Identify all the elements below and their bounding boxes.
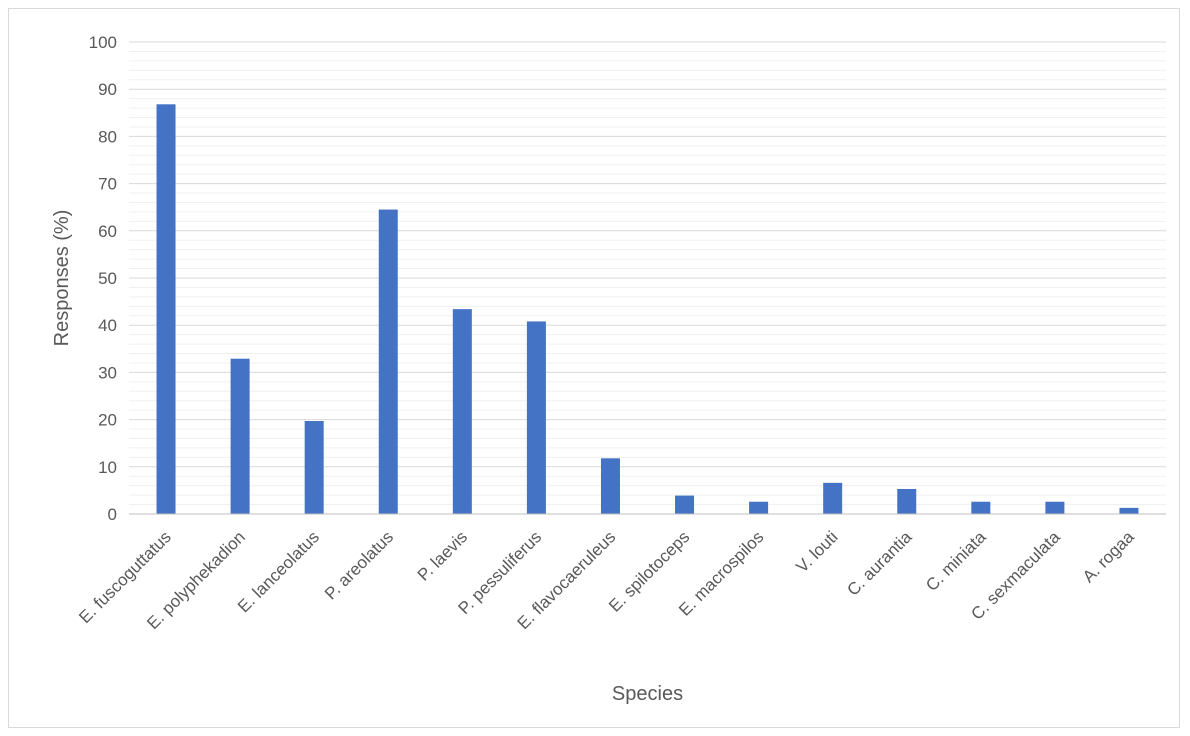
y-tick-label: 70	[98, 175, 117, 194]
x-tick-label: C. miniata	[922, 527, 990, 595]
bar	[1045, 502, 1064, 514]
x-tick-label: C. aurantia	[843, 527, 916, 600]
x-tick-label: P. areolatus	[321, 527, 397, 603]
y-tick-label: 100	[89, 33, 117, 52]
bar	[379, 210, 398, 514]
x-tick-label: V. louti	[792, 527, 841, 576]
bars	[157, 104, 1139, 514]
y-tick-label: 30	[98, 363, 117, 382]
y-tick-label: 40	[98, 316, 117, 335]
bar	[675, 496, 694, 514]
bar	[305, 421, 324, 514]
y-tick-label: 60	[98, 222, 117, 241]
bar	[1119, 508, 1138, 514]
y-tick-label: 0	[108, 505, 117, 524]
major-gridlines	[129, 42, 1166, 467]
bar	[527, 321, 546, 514]
bar	[823, 483, 842, 514]
y-tick-labels: 0 10 20 30 40 50 60 70 80 90 100	[89, 33, 117, 524]
y-tick-label: 10	[98, 458, 117, 477]
x-tick-label: A. rogaa	[1079, 527, 1138, 586]
bar	[453, 309, 472, 514]
bar	[749, 502, 768, 514]
y-tick-label: 90	[98, 80, 117, 99]
y-tick-label: 20	[98, 411, 117, 430]
bar	[601, 458, 620, 514]
y-tick-label: 50	[98, 269, 117, 288]
y-axis-title: Responses (%)	[51, 210, 73, 347]
bar	[157, 104, 176, 514]
bar	[231, 359, 250, 514]
x-tick-label: P. laevis	[414, 527, 471, 584]
x-axis-title: Species	[612, 683, 683, 705]
y-tick-label: 80	[98, 127, 117, 146]
bar	[971, 502, 990, 514]
bar	[897, 489, 916, 514]
